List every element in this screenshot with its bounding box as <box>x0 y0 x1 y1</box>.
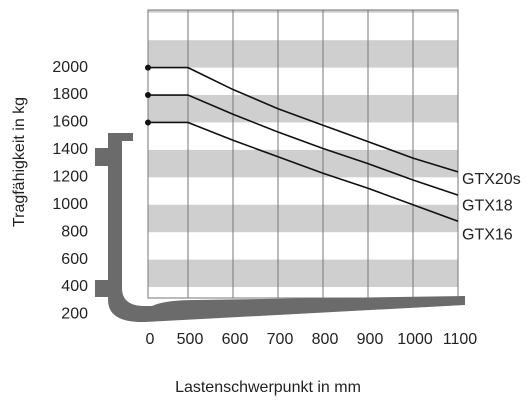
plot-border <box>147 9 459 299</box>
series-label: GTX16 <box>462 226 513 243</box>
x-tick-label: 0 <box>146 331 155 348</box>
fork-graphic <box>95 133 465 323</box>
grid-band <box>148 149 458 178</box>
y-tick-label: 600 <box>61 251 88 268</box>
y-tick-label: 400 <box>61 278 88 295</box>
x-tick-label: 1000 <box>397 331 433 348</box>
y-tick-label: 1600 <box>52 114 88 131</box>
y-tick-label: 2000 <box>52 59 88 76</box>
series-label: GTX20s <box>462 171 521 188</box>
grid-band <box>148 10 458 13</box>
start-point <box>145 64 151 71</box>
x-tick-label: 1100 <box>443 331 478 348</box>
x-tick-label: 900 <box>357 331 384 348</box>
y-tick-label: 1800 <box>52 86 88 103</box>
series-label: GTX18 <box>462 197 513 214</box>
start-point <box>145 119 151 126</box>
grid-band <box>148 204 458 233</box>
series-line <box>148 66 459 173</box>
x-tick-label: 600 <box>222 331 249 348</box>
y-axis-label: Tragfähigkeit in kg <box>11 97 28 227</box>
x-axis-label: Lastenschwerpunkt in mm <box>175 379 361 396</box>
grid-band <box>148 259 458 288</box>
series-line <box>148 121 459 222</box>
y-tick-label: 200 <box>61 306 88 323</box>
y-tick-label: 800 <box>61 223 88 240</box>
series-line <box>148 94 459 196</box>
x-tick-label: 800 <box>312 331 339 348</box>
y-tick-label: 1400 <box>52 141 88 158</box>
plot-area <box>147 9 459 299</box>
x-tick-label: 500 <box>177 331 204 348</box>
grid-band <box>148 40 458 68</box>
x-tick-label: 700 <box>267 331 294 348</box>
y-tick-label: 1000 <box>52 196 88 213</box>
y-tick-label: 1200 <box>52 169 88 186</box>
start-point <box>145 92 151 99</box>
